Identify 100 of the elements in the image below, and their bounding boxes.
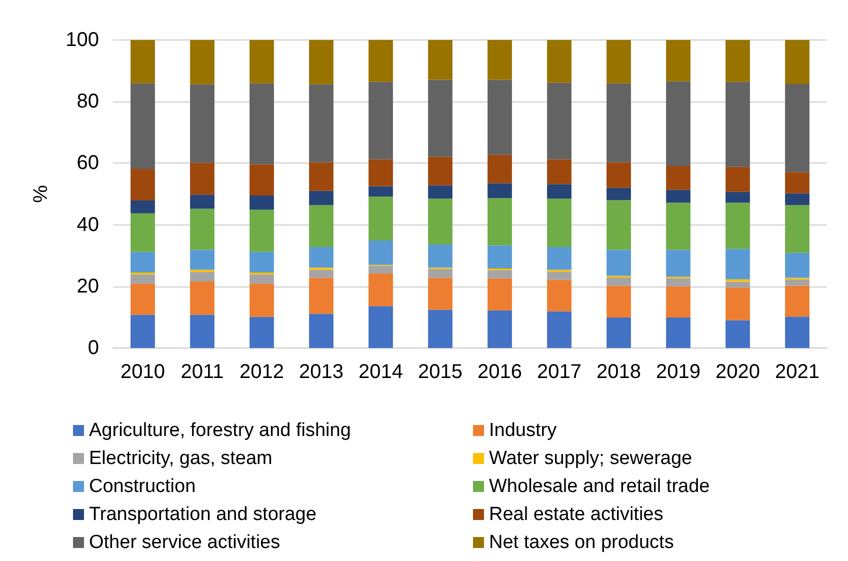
legend-label: Other service activities <box>89 532 280 553</box>
x-tick-label: 2016 <box>478 361 522 383</box>
bar <box>547 311 572 348</box>
bar <box>250 210 274 252</box>
bar <box>250 284 274 317</box>
bar <box>368 82 393 160</box>
bar <box>666 286 690 318</box>
bar <box>250 83 274 164</box>
bar <box>190 84 214 163</box>
bar <box>488 278 512 310</box>
bar <box>666 278 690 286</box>
bar <box>190 314 214 348</box>
legend-label: Industry <box>489 420 558 441</box>
bar <box>547 40 572 83</box>
bar <box>309 162 334 191</box>
bar <box>428 278 452 310</box>
x-tick-label: 2021 <box>775 361 820 383</box>
bar <box>309 270 334 278</box>
bar <box>309 314 334 348</box>
bar <box>726 202 750 249</box>
bar <box>726 166 750 192</box>
bar <box>368 196 393 241</box>
bar <box>488 198 512 246</box>
bar <box>606 277 631 286</box>
bar <box>130 274 155 284</box>
legend-label: Agriculture, forestry and fishing <box>89 420 351 441</box>
bar <box>666 81 690 166</box>
bar <box>488 40 512 80</box>
bar <box>726 279 750 282</box>
bar <box>428 268 452 278</box>
bar <box>785 316 810 348</box>
bar <box>488 183 512 198</box>
y-tick-label: 0 <box>88 337 99 359</box>
legend-label: Wholesale and retail trade <box>489 476 710 497</box>
bar <box>368 40 393 82</box>
x-tick-label: 2019 <box>656 361 700 383</box>
bar <box>488 310 512 348</box>
bar <box>726 192 750 203</box>
bar <box>726 40 750 82</box>
bar <box>309 40 334 84</box>
bar <box>309 278 334 314</box>
y-tick-label: 20 <box>76 275 99 298</box>
bar <box>130 83 155 170</box>
bar <box>547 198 572 247</box>
bar <box>428 198 452 245</box>
bar <box>190 272 214 282</box>
bar <box>488 245 512 269</box>
bar <box>368 306 393 348</box>
bar <box>726 248 750 280</box>
bar <box>250 196 274 210</box>
bar <box>785 193 810 206</box>
bar <box>785 172 810 194</box>
bar <box>785 205 810 253</box>
bar <box>250 316 274 348</box>
bar <box>488 80 512 155</box>
x-tick-label: 2010 <box>120 361 165 383</box>
bar <box>606 250 631 276</box>
bar <box>309 205 334 247</box>
bar <box>785 40 810 84</box>
legend-label: Net taxes on products <box>489 532 674 553</box>
x-tick-label: 2013 <box>299 361 344 383</box>
bar <box>250 40 274 84</box>
bar <box>428 244 452 268</box>
bar <box>726 82 750 167</box>
bar <box>309 190 334 206</box>
bar <box>606 200 631 250</box>
bar <box>547 280 572 312</box>
bar <box>666 190 690 203</box>
x-tick-label: 2017 <box>537 361 582 383</box>
bar <box>130 200 155 214</box>
legend-label: Water supply; sewerage <box>489 448 692 469</box>
legend-label: Transportation and storage <box>89 504 316 525</box>
bar <box>547 82 572 160</box>
x-tick-label: 2011 <box>180 361 224 383</box>
y-tick-label: 80 <box>76 90 99 113</box>
bar <box>309 246 334 268</box>
bar <box>250 252 274 273</box>
bar <box>130 213 155 252</box>
bar <box>368 186 393 196</box>
bar <box>428 156 452 186</box>
bar <box>309 84 334 162</box>
bar <box>368 159 393 186</box>
y-tick-label: 100 <box>66 29 99 51</box>
x-tick-label: 2012 <box>240 361 284 383</box>
bar <box>190 250 214 270</box>
bar <box>547 246 572 270</box>
y-tick-label: 60 <box>76 152 99 174</box>
bar <box>547 159 572 184</box>
bar <box>190 281 214 315</box>
bar <box>666 202 690 250</box>
bar <box>666 40 690 82</box>
bar <box>606 286 631 318</box>
bar <box>785 279 810 286</box>
legend-label: Electricity, gas, steam <box>89 448 272 469</box>
bar <box>726 320 750 348</box>
bar <box>428 310 452 348</box>
bar <box>606 83 631 162</box>
bar <box>250 164 274 196</box>
y-tick-label: 40 <box>76 214 99 236</box>
bar <box>547 272 572 280</box>
